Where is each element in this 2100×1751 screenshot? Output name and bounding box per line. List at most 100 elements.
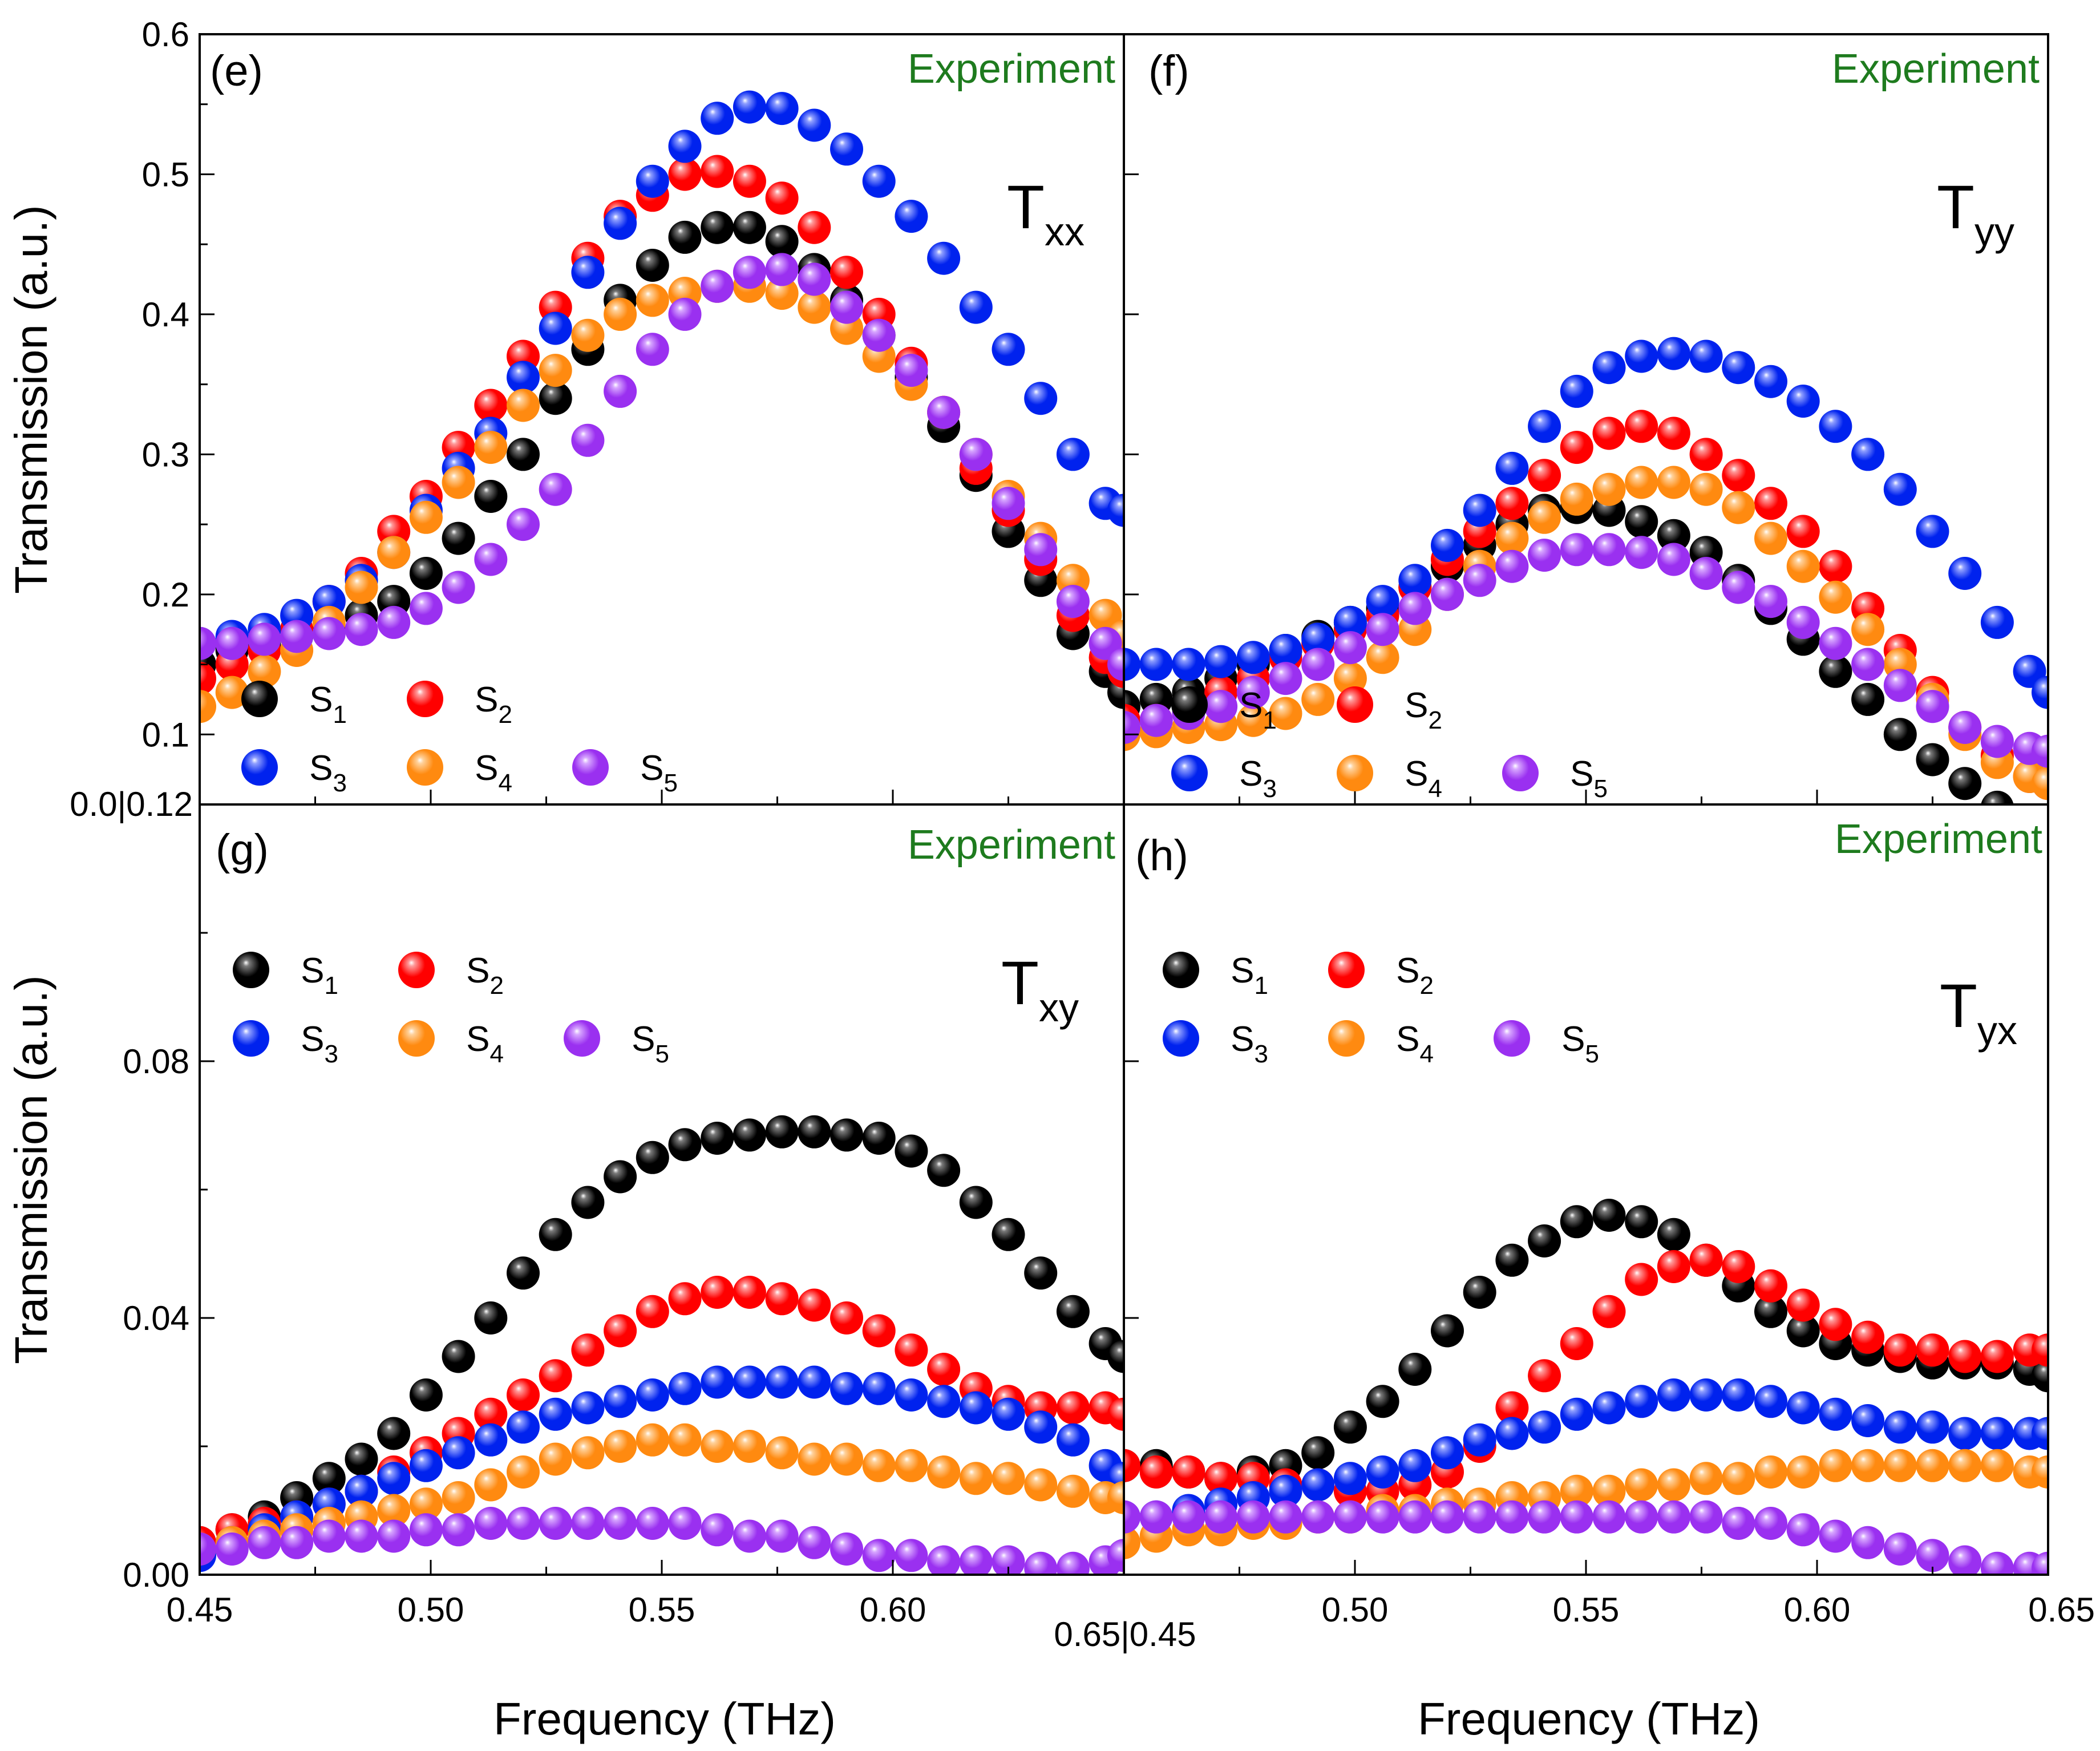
panel-3-point-s4 <box>442 1481 475 1514</box>
panel-3-point-s1 <box>571 1186 605 1219</box>
panel-3-point-s3 <box>959 1391 993 1425</box>
panel-4-point-s5 <box>1689 1500 1723 1534</box>
panel-2-point-s3 <box>1657 337 1690 370</box>
panel-2-point-s5 <box>1398 592 1432 625</box>
panel-3-point-s3 <box>571 1391 605 1425</box>
panel-2-component-label: Tyy <box>1937 172 2014 254</box>
panel-3-point-s4 <box>1056 1474 1090 1508</box>
panel-3-point-s3 <box>830 1372 863 1405</box>
panel-4-point-s5 <box>1948 1545 1982 1575</box>
panel-4-point-s5 <box>1851 1526 1885 1559</box>
panel-3-point-s1 <box>442 1340 475 1373</box>
panel-4-point-s5 <box>1398 1500 1432 1534</box>
panel-1-point-s5 <box>507 508 540 541</box>
panel-1-point-s3 <box>959 290 993 324</box>
panel-2-legend-marker-s2 <box>1337 686 1373 723</box>
panel-2-point-s5 <box>1333 631 1367 665</box>
panel-4-point-s4 <box>1980 1449 2014 1482</box>
panel-1-legend-marker-s3 <box>241 749 278 786</box>
panel-1-point-s5 <box>701 269 734 303</box>
panel-3-point-s3 <box>668 1372 702 1405</box>
panel-1-point-s3 <box>668 130 702 163</box>
panel-2-point-s3 <box>1980 605 2014 639</box>
panel-2-point-s4 <box>1495 521 1529 555</box>
panel-4-point-s3 <box>1560 1397 1593 1431</box>
panel-1-point-s4 <box>798 290 831 324</box>
panel-2-point-s3 <box>1786 385 1820 418</box>
panel-2-point-s5 <box>1139 703 1173 737</box>
panel-4-legend-label-s2: S2 <box>1396 951 1434 1000</box>
panel-3-point-s4 <box>959 1462 993 1495</box>
panel-1-point-s4 <box>248 654 281 688</box>
panel-4-point-s2 <box>1819 1308 1852 1341</box>
panel-1-y-tick-label: 0.1 <box>142 715 189 754</box>
panel-3-point-s2 <box>733 1276 766 1309</box>
panel-4-point-s1 <box>1431 1314 1464 1348</box>
panel-3-point-s4 <box>895 1449 928 1482</box>
panel-3-point-s1 <box>1056 1295 1090 1328</box>
panel-3-point-s2 <box>1107 1397 1124 1431</box>
panel-2-point-s3 <box>1366 585 1399 618</box>
panel-4-point-s3 <box>1754 1385 1787 1418</box>
panel-4-point-s3 <box>2032 1417 2048 1450</box>
panel-3-point-s2 <box>604 1314 637 1348</box>
panel-4-legend: S1 S2 S3 S4 S5 <box>1163 951 1599 1068</box>
panel-2-point-s5 <box>1592 533 1626 567</box>
panel-3-point-s1 <box>1107 1340 1124 1373</box>
panel-1-point-s3 <box>1107 494 1124 527</box>
panel-1-point-s2 <box>733 164 766 198</box>
panel-3-point-s5 <box>248 1526 281 1559</box>
panel-1-point-s3 <box>862 164 896 198</box>
panel-3-legend-label-s5: S5 <box>632 1020 669 1068</box>
panel-1-legend-marker-s4 <box>407 749 443 786</box>
panel-4-point-s2 <box>1980 1340 2014 1373</box>
panel-2-point-s5 <box>1463 564 1496 597</box>
panel-3-point-s1 <box>636 1141 669 1174</box>
panel-2-point-s2 <box>1754 487 1787 520</box>
panel-2-point-s3 <box>1172 648 1205 681</box>
panel-1-point-s3 <box>927 241 961 275</box>
panel-3-component-label: Txy <box>1001 948 1079 1030</box>
panel-4-point-s1 <box>1398 1353 1432 1386</box>
panel-4-point-s1 <box>2032 1359 2048 1393</box>
panel-3-point-s2 <box>539 1359 572 1393</box>
panel-3-point-s1 <box>409 1378 443 1412</box>
panel-4-point-s4 <box>1722 1462 1755 1495</box>
panel-1-point-s3 <box>992 333 1025 366</box>
panel-2-point-s4 <box>1786 549 1820 583</box>
panel-4-point-s2 <box>1883 1333 1917 1367</box>
panel-4-point-s3 <box>1366 1455 1399 1489</box>
panel-3-point-s3 <box>765 1365 799 1399</box>
panel-2-point-s5 <box>1689 557 1723 590</box>
panel-1-experiment-label: Experiment <box>908 46 1115 92</box>
panel-2-point-s5 <box>1819 626 1852 660</box>
panel-2-point-s2 <box>1722 459 1755 492</box>
panel-3-point-s2 <box>830 1301 863 1335</box>
panel-4-legend-marker-s4 <box>1328 1020 1365 1057</box>
panel-2-point-s4 <box>1754 521 1787 555</box>
panel-4-point-s5 <box>1883 1532 1917 1566</box>
panel-4-point-s3 <box>1948 1417 1982 1450</box>
panel-1-point-s5 <box>442 571 475 604</box>
panel-4-x-tick-label: 0.55 <box>1553 1591 1620 1629</box>
panel-4-point-s5 <box>1366 1500 1399 1534</box>
panel-1-point-s3 <box>798 108 831 142</box>
panel-2-point-s5 <box>1301 648 1335 681</box>
panel-2-point-s5 <box>1431 577 1464 611</box>
panel-2-point-s1 <box>1657 519 1690 552</box>
panel-3-point-s3 <box>507 1410 540 1444</box>
panel-4-point-s5 <box>1592 1500 1626 1534</box>
panel-4-point-s3 <box>1269 1474 1302 1508</box>
panel-4-legend-label-s5: S5 <box>1561 1020 1599 1068</box>
panel-4-point-s1 <box>1625 1205 1658 1239</box>
panel-4-point-s3 <box>1916 1410 1949 1444</box>
panel-4-point-s2 <box>1625 1263 1658 1296</box>
panel-4-point-s3 <box>1980 1417 2014 1450</box>
panel-3-point-s1 <box>895 1134 928 1168</box>
panel-2-point-s2 <box>1819 549 1852 583</box>
panel-2-point-s3 <box>1819 410 1852 443</box>
panel-2-point-s2 <box>1592 416 1626 450</box>
panel-4-point-s2 <box>1851 1320 1885 1354</box>
panel-3-point-s1 <box>604 1160 637 1194</box>
